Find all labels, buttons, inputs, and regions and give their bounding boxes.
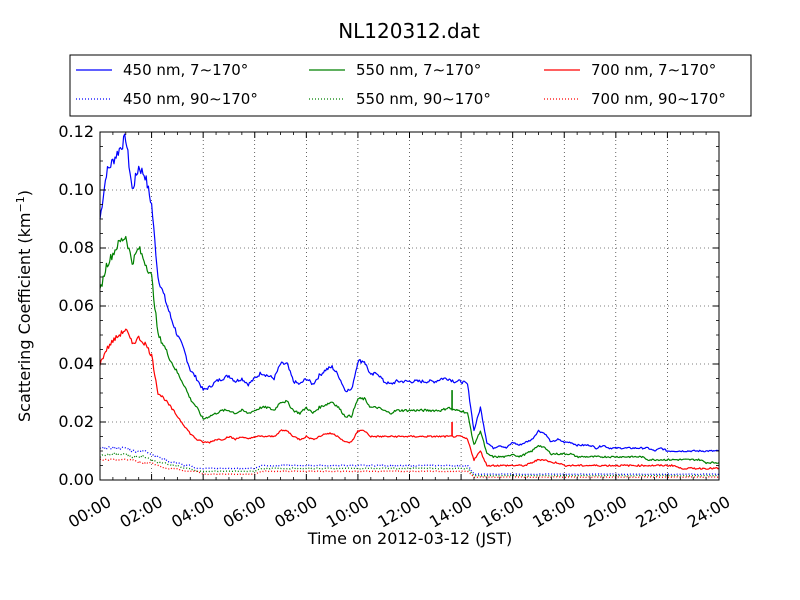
grid	[100, 132, 719, 480]
x-tick-label: 16:00	[478, 492, 527, 532]
y-tick-label: 0.04	[58, 354, 94, 373]
y-tick-label: 0.02	[58, 412, 94, 431]
ticks: 00:00 02:00 04:00 06:00 08:00 10:00 12:00 14:00…	[58, 122, 733, 532]
x-tick-label: 18:00	[529, 492, 578, 532]
series-line-2	[99, 235, 720, 465]
legend: 450 nm, 7∼170° 550 nm, 7∼170° 700 nm, 7∼17…	[69, 54, 752, 117]
x-tick-label: 02:00	[117, 492, 166, 532]
x-tick-label: 10:00	[323, 492, 372, 532]
x-tick-label: 00:00	[65, 492, 114, 532]
x-tick-label: 14:00	[426, 492, 475, 532]
x-tick-label: 08:00	[271, 492, 320, 532]
legend-label-2: 550 nm, 7∼170°	[356, 61, 481, 79]
series-line-3	[99, 452, 720, 477]
x-tick-label: 24:00	[684, 492, 733, 532]
chart-title: NL120312.dat	[338, 19, 480, 43]
y-tick-label: 0.08	[58, 238, 94, 257]
x-tick-label: 12:00	[374, 492, 423, 532]
legend-label-3: 550 nm, 90∼170°	[356, 90, 491, 108]
x-tick-label: 06:00	[220, 492, 269, 532]
y-axis-label-close: )	[15, 190, 34, 196]
x-tick-label: 22:00	[632, 492, 681, 532]
series-line-0	[99, 133, 720, 453]
y-tick-label: 0.06	[58, 296, 94, 315]
series-line-4	[99, 328, 720, 470]
legend-label-5: 700 nm, 90∼170°	[591, 90, 726, 108]
legend-label-4: 700 nm, 7∼170°	[591, 61, 716, 79]
legend-label-1: 450 nm, 90∼170°	[123, 90, 258, 108]
x-axis-label: Time on 2012-03-12 (JST)	[307, 529, 512, 548]
y-tick-label: 0.00	[58, 470, 94, 489]
x-tick-label: 04:00	[168, 492, 217, 532]
legend-label-0: 450 nm, 7∼170°	[123, 61, 248, 79]
y-axis-label: Scattering Coefficient (km−1)	[14, 190, 34, 422]
x-tick-label: 20:00	[581, 492, 630, 532]
y-tick-label: 0.10	[58, 180, 94, 199]
y-tick-label: 0.12	[58, 122, 94, 141]
y-axis-label-superscript: −1	[14, 196, 27, 212]
legend-frame	[69, 54, 752, 117]
y-axis-label-main: Scattering Coefficient (km	[15, 212, 34, 422]
